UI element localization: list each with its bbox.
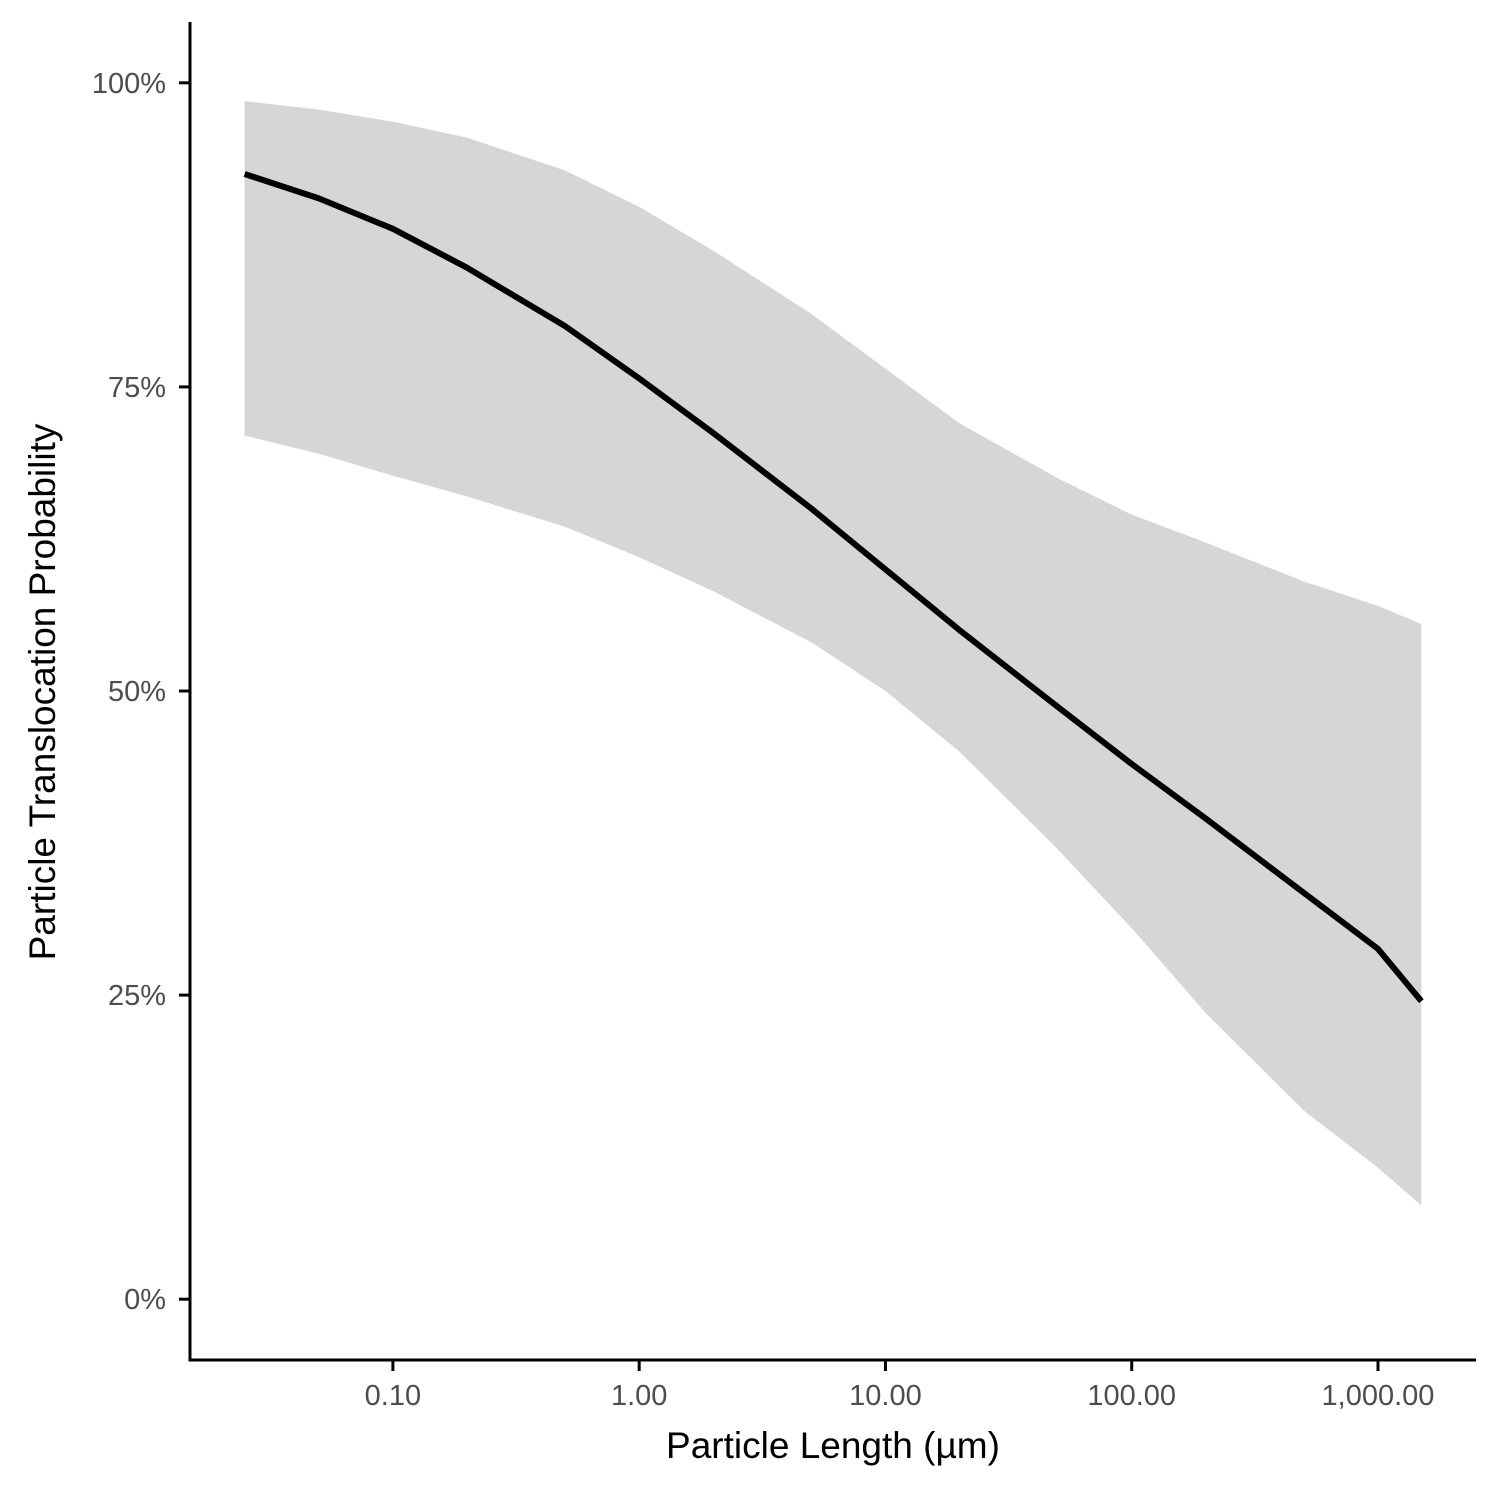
- y-tick-label: 50%: [108, 676, 166, 708]
- y-axis-title: Particle Translocation Probability: [22, 423, 63, 960]
- y-tick-label: 75%: [108, 372, 166, 404]
- x-tick-label: 0.10: [365, 1380, 421, 1412]
- axes: 0% 25% 50% 75% 100% 0.10 1.00 10.00 100.00 1,000.…: [92, 22, 1476, 1412]
- x-axis-title: Particle Length (µm): [666, 1425, 1000, 1466]
- y-tick-label: 25%: [108, 980, 166, 1012]
- x-tick-label: 1.00: [611, 1380, 667, 1412]
- x-tick-label: 10.00: [849, 1380, 922, 1412]
- confidence-band: [244, 101, 1422, 1206]
- fit-line: [243, 171, 1424, 1004]
- y-tick-label: 0%: [124, 1284, 166, 1316]
- y-tick-label: 100%: [92, 68, 166, 100]
- x-tick-label: 100.00: [1087, 1380, 1176, 1412]
- x-tick-label: 1,000.00: [1322, 1380, 1435, 1412]
- plot-area: [243, 101, 1424, 1206]
